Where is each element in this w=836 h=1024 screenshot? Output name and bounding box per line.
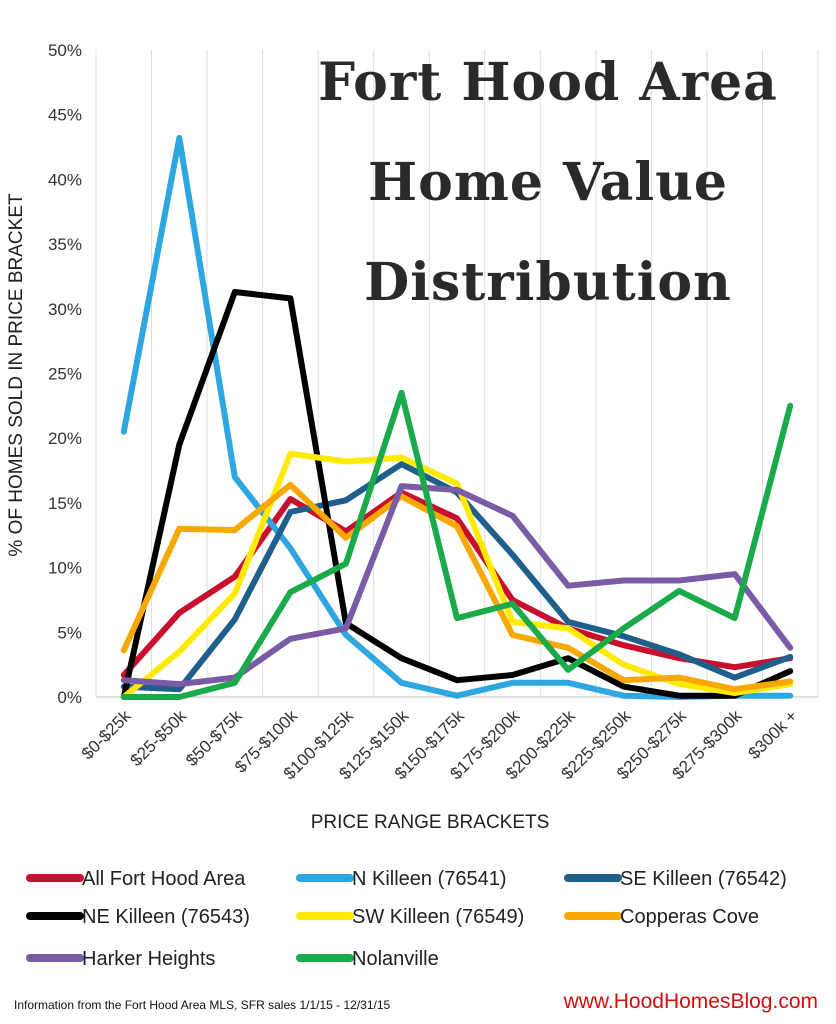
- chart-title-line-2: Home Value: [368, 152, 728, 213]
- series-lines: [120, 135, 794, 700]
- legend-label-3: NE Killeen (76543): [82, 906, 250, 928]
- y-tick-label-1: 5%: [57, 623, 82, 642]
- series-line-7: [120, 389, 794, 700]
- x-tick-label-0: $0-$25k: [78, 706, 135, 763]
- y-tick-label-9: 45%: [48, 106, 82, 125]
- y-axis-title: % OF HOMES SOLD IN PRICE BRACKET: [6, 193, 27, 557]
- legend-label-4: SW Killeen (76549): [352, 906, 524, 928]
- legend-label-0: All Fort Hood Area: [82, 868, 246, 890]
- y-tick-label-3: 15%: [48, 494, 82, 513]
- y-tick-label-0: 0%: [57, 688, 82, 707]
- x-tick-label-12: $300k +: [745, 706, 802, 763]
- series-line-4: [120, 450, 794, 700]
- x-axis-title: PRICE RANGE BRACKETS: [311, 812, 550, 833]
- series-line-5: [120, 481, 794, 693]
- chart-title-line-3: Distribution: [364, 252, 732, 313]
- series-line-3: [120, 289, 794, 700]
- legend-label-7: Nolanville: [352, 948, 439, 970]
- series-line-0: [120, 489, 794, 678]
- x-axis-ticks: $0-$25k$25-$50k$50-$75k$75-$100k$100-$12…: [78, 706, 801, 783]
- chart-title: Fort Hood Area Home Value Distribution: [318, 52, 778, 313]
- source-note: Information from the Fort Hood Area MLS,…: [14, 998, 391, 1012]
- legend-label-1: N Killeen (76541): [352, 868, 507, 890]
- x-tick-label-1: $25-$50k: [127, 706, 191, 770]
- y-axis-ticks: 0% 5% 10% 15% 20% 25% 30% 35% 40% 45% 50%: [48, 41, 82, 707]
- y-tick-label-10: 50%: [48, 41, 82, 60]
- grid-lines: [95, 50, 819, 698]
- website-link[interactable]: www.HoodHomesBlog.com: [563, 990, 818, 1013]
- chart-title-line-1: Fort Hood Area: [318, 52, 778, 113]
- legend-label-6: Harker Heights: [82, 948, 215, 970]
- legend-label-5: Copperas Cove: [620, 906, 759, 928]
- y-tick-label-5: 25%: [48, 365, 82, 384]
- y-tick-label-4: 20%: [48, 429, 82, 448]
- legend-label-2: SE Killeen (76542): [620, 868, 787, 890]
- y-tick-label-2: 10%: [48, 559, 82, 578]
- y-tick-label-7: 35%: [48, 235, 82, 254]
- legend: All Fort Hood Area N Killeen (76541) SE Ki…: [26, 868, 787, 970]
- y-tick-label-8: 40%: [48, 170, 82, 189]
- y-tick-label-6: 30%: [48, 300, 82, 319]
